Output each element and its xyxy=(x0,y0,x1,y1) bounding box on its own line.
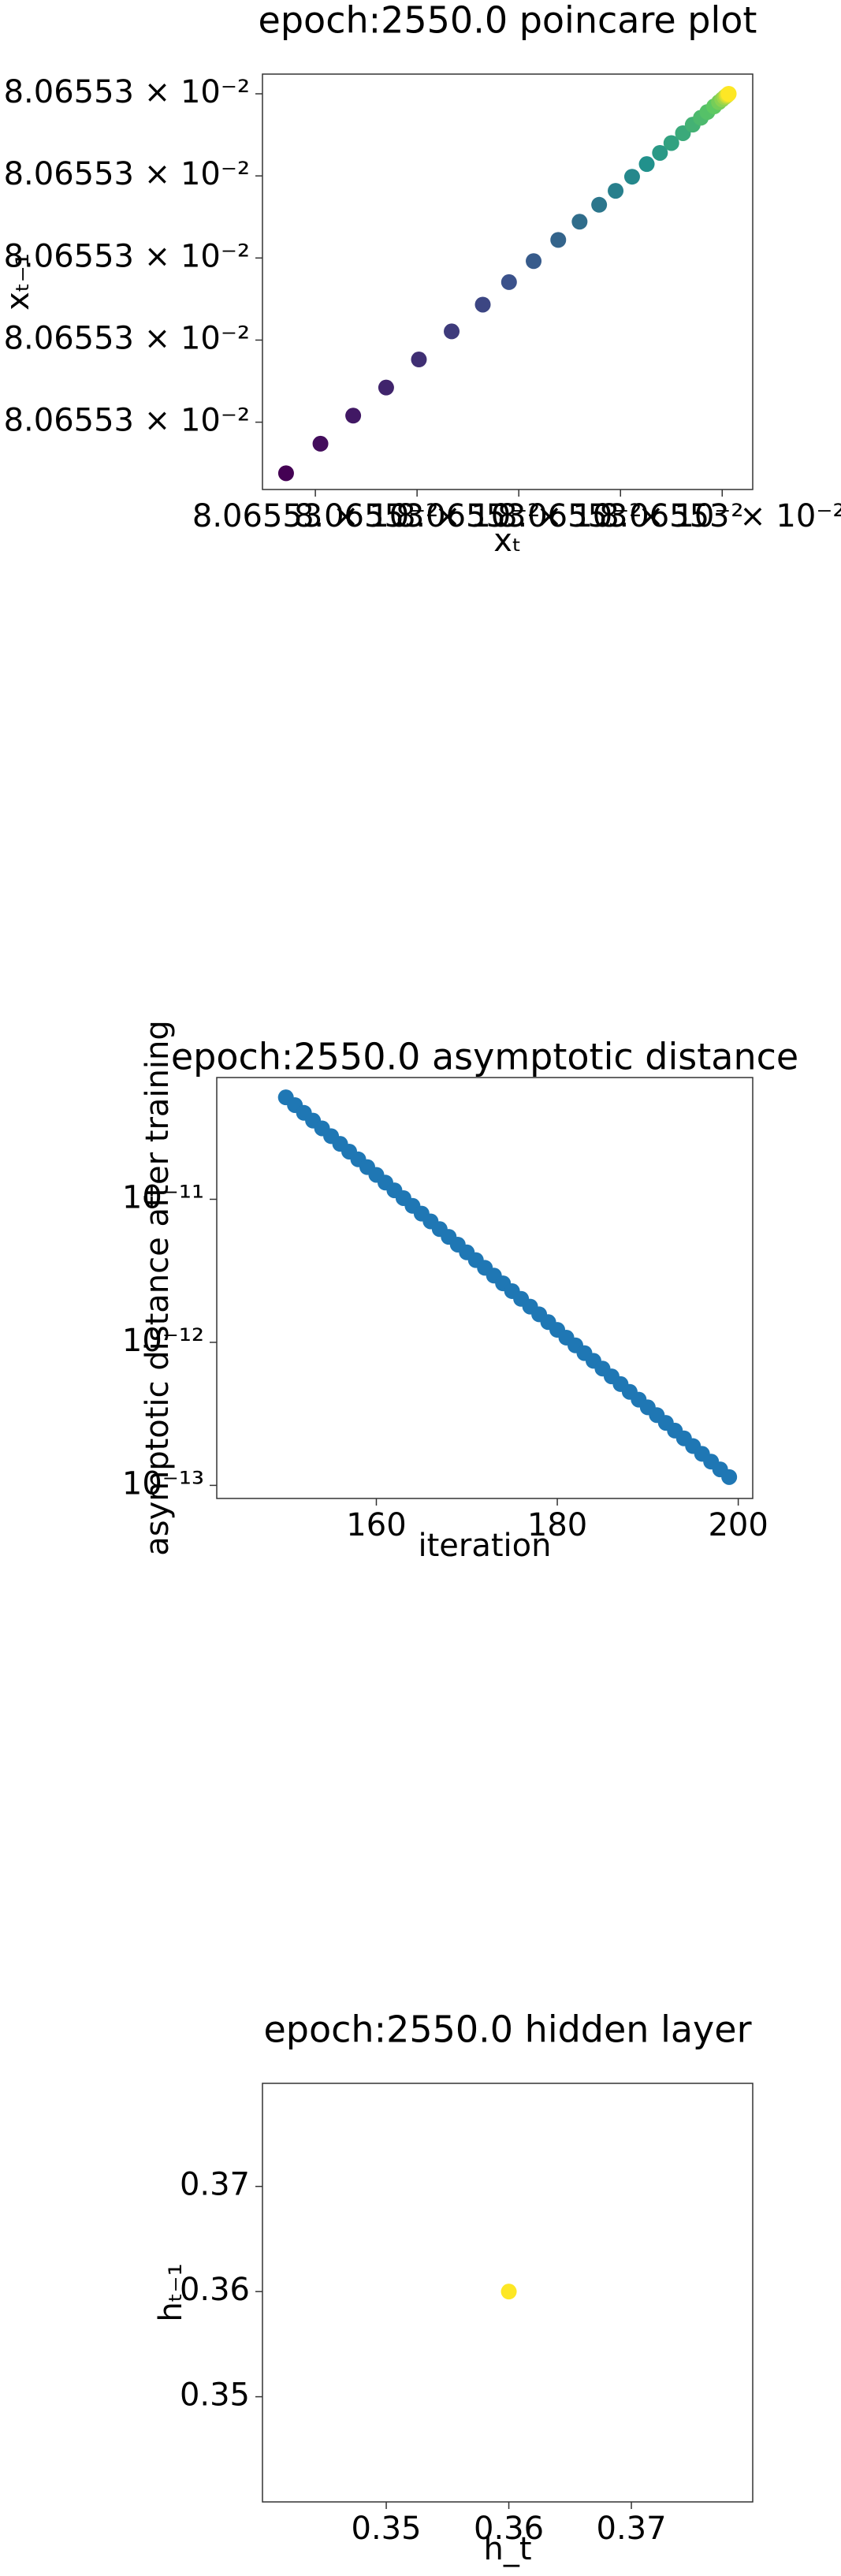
x-axis-label: h_t xyxy=(483,2531,531,2567)
y-tick-label: 10⁻¹³ xyxy=(122,1465,204,1502)
y-tick-label: 8.06553 × 10⁻² xyxy=(4,74,250,110)
point xyxy=(501,274,517,290)
y-axis-label: xₜ₋₁ xyxy=(0,253,36,311)
x-tick-label: 8.06553 × 10⁻² xyxy=(396,498,642,534)
x-tick-label: 8.06553 × 10⁻² xyxy=(294,498,540,534)
point xyxy=(312,435,329,452)
point xyxy=(663,135,679,151)
point xyxy=(591,196,608,213)
point xyxy=(474,296,491,313)
point xyxy=(277,465,294,482)
point xyxy=(638,156,655,173)
chart-title: epoch:2550.0 asymptotic distance xyxy=(171,1036,798,1078)
y-axis-label: hₜ₋₁ xyxy=(153,2263,189,2321)
y-tick-label: 8.06553 × 10⁻² xyxy=(4,156,250,192)
x-tick-label: 8.06553 × 10⁻² xyxy=(497,498,743,534)
subplot: epoch:2550.0 hidden layer 0.35 0.36 0.37 0.3… xyxy=(153,2008,754,2567)
chart-title: epoch:2550.0 hidden layer xyxy=(264,2008,752,2051)
point xyxy=(571,214,588,230)
point xyxy=(550,232,567,248)
y-tick-label: 0.37 xyxy=(180,2167,250,2203)
y-axis-label: asymptotic distance after training xyxy=(140,1020,176,1556)
x-tick-label: 8.06553 × 10⁻² xyxy=(192,498,438,534)
point xyxy=(623,169,640,185)
y-tick-label: 10⁻¹² xyxy=(122,1323,204,1359)
point xyxy=(721,1469,738,1485)
point xyxy=(526,253,542,270)
x-axis-label: xₜ xyxy=(493,523,521,559)
subplot: epoch:2550.0 asymptotic distance 160 180 20… xyxy=(122,1020,798,1564)
x-tick-label: 8.06553 × 10⁻² xyxy=(599,498,841,534)
plot-frame xyxy=(262,73,754,490)
y-tick-label: 0.35 xyxy=(180,2377,250,2414)
point xyxy=(378,379,394,396)
point xyxy=(720,85,737,102)
point xyxy=(444,323,460,340)
x-axis-label: iteration xyxy=(419,1528,552,1564)
x-tick-label: 160 xyxy=(346,1507,406,1543)
y-tick-label: 8.06553 × 10⁻² xyxy=(4,320,250,356)
point xyxy=(608,183,624,199)
chart-title: epoch:2550.0 poincare plot xyxy=(259,0,757,42)
x-tick-label: 0.35 xyxy=(352,2511,422,2547)
x-tick-label: 0.37 xyxy=(597,2511,667,2547)
point xyxy=(652,144,668,161)
x-tick-label: 180 xyxy=(527,1507,587,1543)
y-tick-label: 8.06553 × 10⁻² xyxy=(4,403,250,439)
y-tick-label: 10⁻¹¹ xyxy=(122,1179,204,1215)
plot-frame xyxy=(216,1077,754,1499)
point xyxy=(501,2284,517,2300)
x-tick-label: 0.36 xyxy=(474,2511,544,2547)
point xyxy=(411,352,427,368)
point xyxy=(345,408,362,424)
y-tick-label: 0.36 xyxy=(180,2272,250,2308)
y-tick-label: 8.06553 × 10⁻² xyxy=(4,238,250,274)
plot-frame xyxy=(262,2083,754,2503)
x-tick-label: 200 xyxy=(708,1507,768,1543)
